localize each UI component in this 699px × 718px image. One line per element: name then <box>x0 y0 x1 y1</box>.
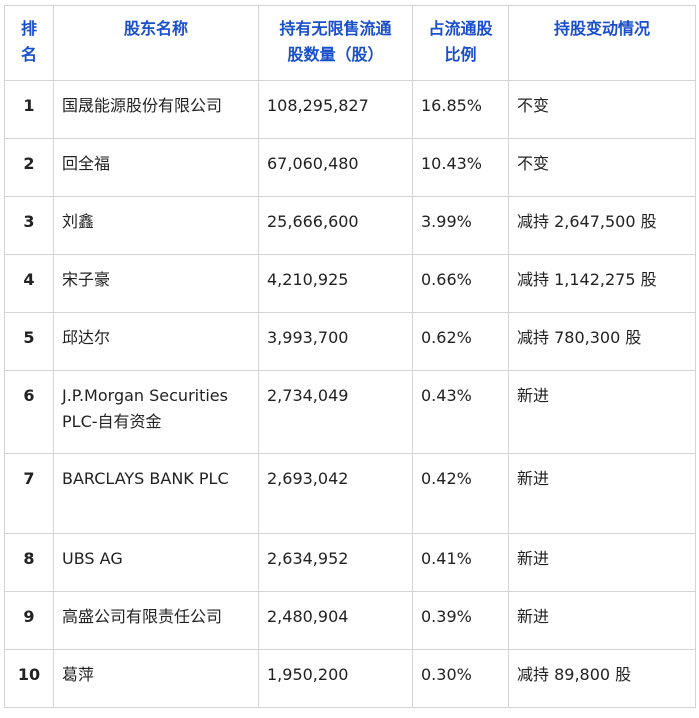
cell-change: 减持 780,300 股 <box>508 312 696 371</box>
cell-name: BARCLAYS BANK PLC <box>53 453 259 534</box>
cell-rank: 5 <box>4 312 54 371</box>
cell-change: 不变 <box>508 138 696 197</box>
header-ratio: 占流通股 比例 <box>412 5 509 81</box>
cell-name: 高盛公司有限责任公司 <box>53 591 259 650</box>
cell-rank: 9 <box>4 591 54 650</box>
cell-name: J.P.Morgan Securities PLC-自有资金 <box>53 370 259 454</box>
cell-name: 回全福 <box>53 138 259 197</box>
cell-shares: 2,693,042 <box>258 453 413 534</box>
table-row: 3 刘鑫 25,666,600 3.99% 减持 2,647,500 股 <box>4 196 696 255</box>
cell-shares: 25,666,600 <box>258 196 413 255</box>
cell-change: 减持 1,142,275 股 <box>508 254 696 313</box>
cell-ratio: 0.30% <box>412 649 509 708</box>
cell-change: 新进 <box>508 453 696 534</box>
cell-ratio: 0.66% <box>412 254 509 313</box>
cell-ratio: 0.43% <box>412 370 509 454</box>
cell-shares: 108,295,827 <box>258 80 413 139</box>
cell-rank: 10 <box>4 649 54 708</box>
cell-change: 新进 <box>508 591 696 650</box>
header-name: 股东名称 <box>53 5 259 81</box>
table-row: 1 国晟能源股份有限公司 108,295,827 16.85% 不变 <box>4 80 696 139</box>
cell-shares: 67,060,480 <box>258 138 413 197</box>
cell-change: 新进 <box>508 370 696 454</box>
header-row: 排 名 股东名称 持有无限售流通 股数量（股） <box>4 5 696 81</box>
cell-shares: 2,734,049 <box>258 370 413 454</box>
cell-rank: 2 <box>4 138 54 197</box>
cell-shares: 2,480,904 <box>258 591 413 650</box>
cell-change: 减持 2,647,500 股 <box>508 196 696 255</box>
cell-ratio: 16.85% <box>412 80 509 139</box>
cell-ratio: 0.41% <box>412 533 509 592</box>
cell-rank: 4 <box>4 254 54 313</box>
table-row: 10 葛萍 1,950,200 0.30% 减持 89,800 股 <box>4 649 696 708</box>
cell-shares: 4,210,925 <box>258 254 413 313</box>
top-shareholders-table: 排 名 股东名称 持有无限售流通 股数量（股） <box>4 5 696 708</box>
table-row: 4 宋子豪 4,210,925 0.66% 减持 1,142,275 股 <box>4 254 696 313</box>
cell-ratio: 0.62% <box>412 312 509 371</box>
header-change: 持股变动情况 <box>508 5 696 81</box>
table-row: 7 BARCLAYS BANK PLC 2,693,042 0.42% 新进 <box>4 453 696 534</box>
table-header: 排 名 股东名称 持有无限售流通 股数量（股） <box>4 5 696 81</box>
cell-rank: 8 <box>4 533 54 592</box>
header-shares: 持有无限售流通 股数量（股） <box>258 5 413 81</box>
cell-name: 刘鑫 <box>53 196 259 255</box>
header-rank: 排 名 <box>4 5 54 81</box>
cell-change: 减持 89,800 股 <box>508 649 696 708</box>
table-row: 9 高盛公司有限责任公司 2,480,904 0.39% 新进 <box>4 591 696 650</box>
table-row: 6 J.P.Morgan Securities PLC-自有资金 2,734,0… <box>4 370 696 454</box>
cell-rank: 3 <box>4 196 54 255</box>
cell-shares: 2,634,952 <box>258 533 413 592</box>
cell-name: 葛萍 <box>53 649 259 708</box>
cell-change: 不变 <box>508 80 696 139</box>
cell-ratio: 10.43% <box>412 138 509 197</box>
cell-shares: 1,950,200 <box>258 649 413 708</box>
table-row: 5 邱达尔 3,993,700 0.62% 减持 780,300 股 <box>4 312 696 371</box>
cell-change: 新进 <box>508 533 696 592</box>
cell-shares: 3,993,700 <box>258 312 413 371</box>
cell-ratio: 0.39% <box>412 591 509 650</box>
table-row: 8 UBS AG 2,634,952 0.41% 新进 <box>4 533 696 592</box>
cell-rank: 1 <box>4 80 54 139</box>
cell-rank: 6 <box>4 370 54 454</box>
cell-name: 宋子豪 <box>53 254 259 313</box>
cell-ratio: 0.42% <box>412 453 509 534</box>
cell-name: 邱达尔 <box>53 312 259 371</box>
table-row: 2 回全福 67,060,480 10.43% 不变 <box>4 138 696 197</box>
table-body: 1 国晟能源股份有限公司 108,295,827 16.85% 不变 2 回全福… <box>4 80 696 708</box>
cell-ratio: 3.99% <box>412 196 509 255</box>
cell-rank: 7 <box>4 453 54 534</box>
cell-name: 国晟能源股份有限公司 <box>53 80 259 139</box>
cell-name: UBS AG <box>53 533 259 592</box>
